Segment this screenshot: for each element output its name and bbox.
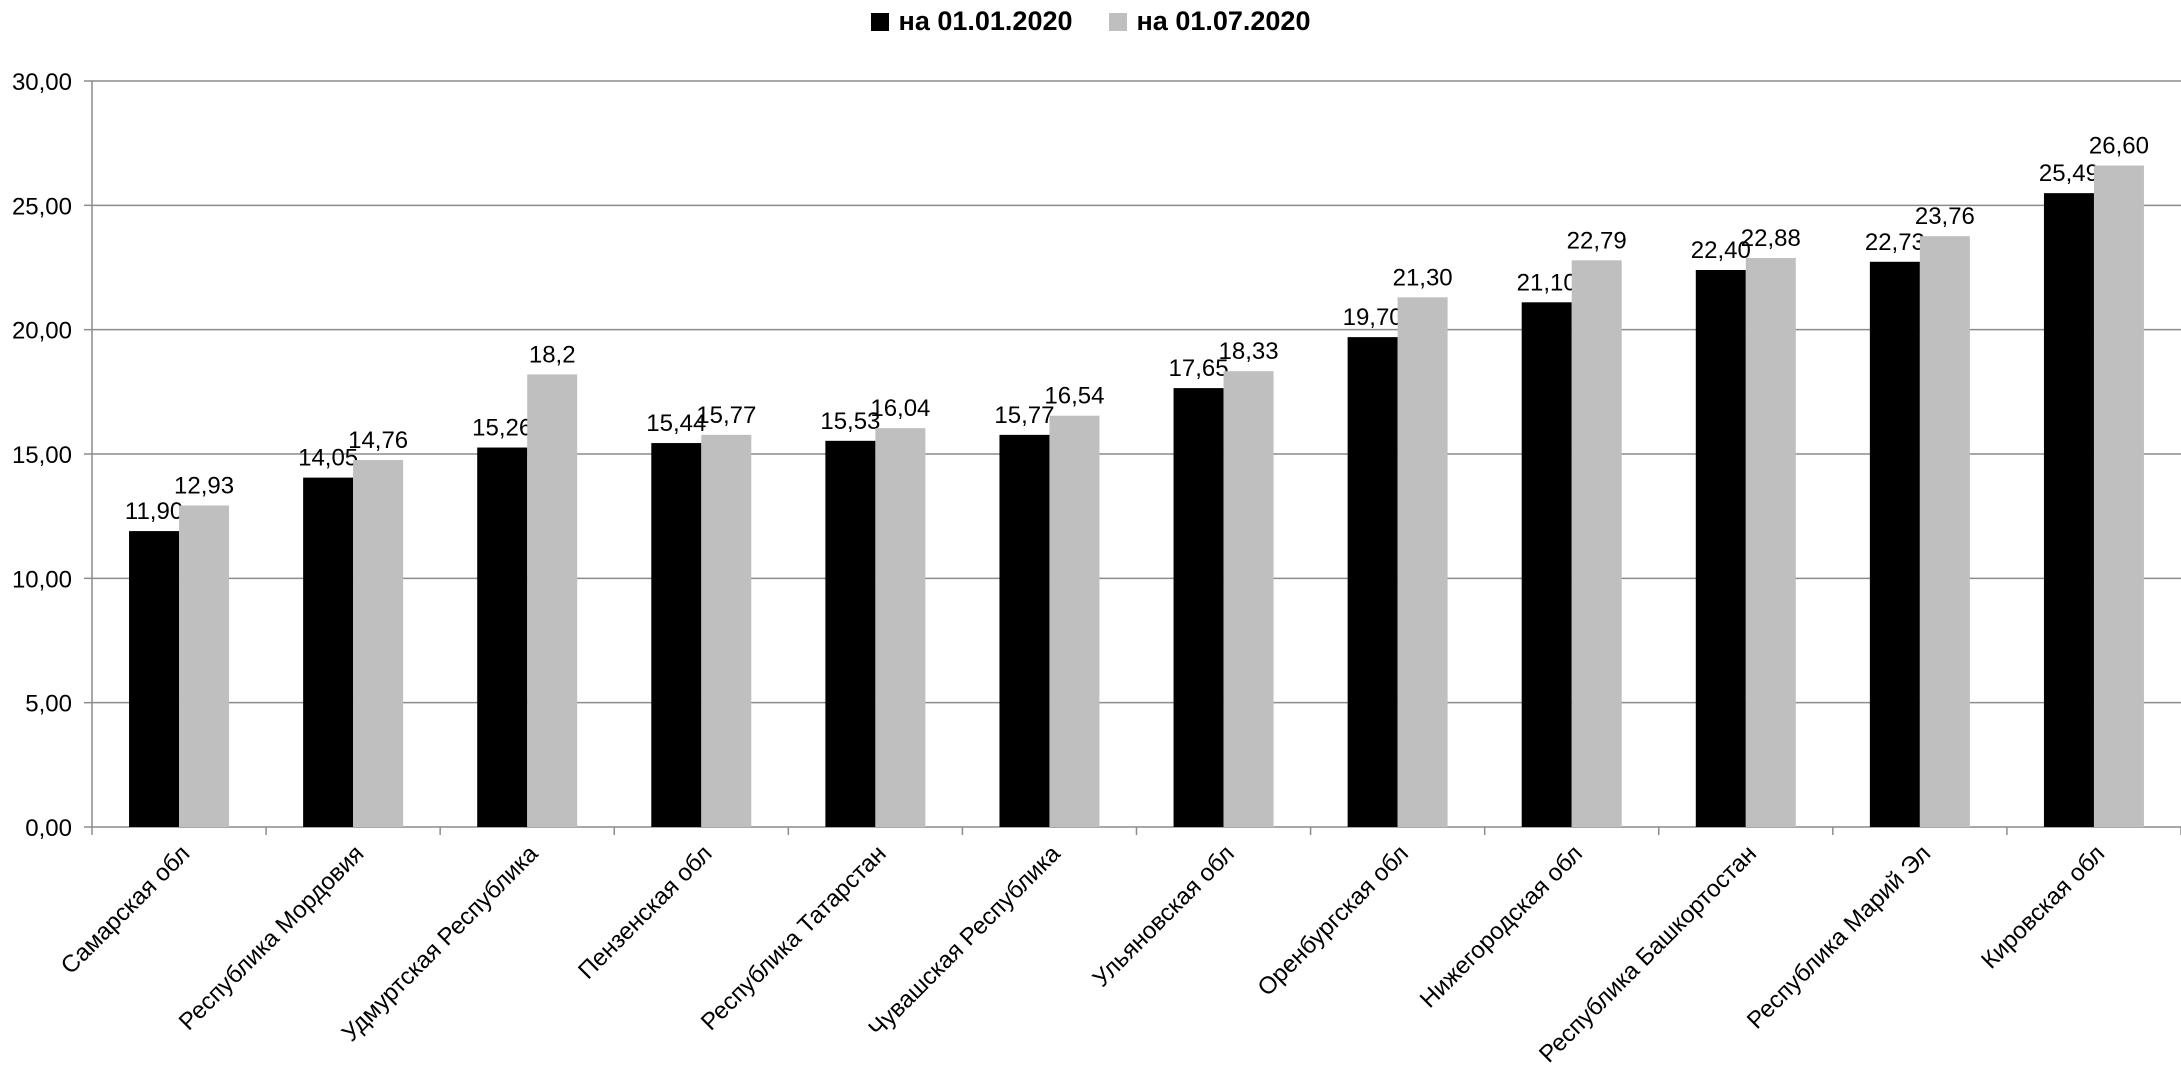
data-label: 16,04 — [870, 395, 930, 422]
x-category-label: Удмуртская Республика — [337, 840, 544, 1047]
y-tick-label: 5,00 — [25, 691, 72, 718]
bar — [1223, 371, 1274, 827]
legend-item-series-2: на 01.07.2020 — [1108, 6, 1311, 37]
y-tick-label: 10,00 — [12, 566, 72, 593]
legend-item-series-1: на 01.01.2020 — [870, 6, 1073, 37]
data-label: 18,2 — [529, 341, 576, 368]
x-category-label: Республика Марий Эл — [1742, 840, 1936, 1034]
bar — [999, 434, 1050, 827]
data-label: 22,88 — [1741, 225, 1801, 252]
data-label: 22,73 — [1865, 229, 1925, 256]
legend-label-series-2: на 01.07.2020 — [1136, 6, 1311, 36]
x-category-label: Республика Мордовия — [174, 840, 370, 1036]
data-label: 14,76 — [348, 427, 408, 454]
data-label: 15,26 — [472, 415, 532, 442]
bar — [129, 531, 180, 827]
data-label: 21,30 — [1393, 264, 1453, 291]
data-label: 12,93 — [174, 472, 234, 499]
x-category-label: Чувашская Республика — [863, 840, 1066, 1043]
data-label: 21,10 — [1517, 269, 1577, 296]
data-label: 18,33 — [1219, 338, 1279, 365]
y-tick-label: 30,00 — [12, 69, 72, 96]
data-label: 17,65 — [1169, 355, 1229, 382]
bar — [1173, 388, 1224, 827]
data-label: 22,79 — [1567, 227, 1627, 254]
bar — [1869, 261, 1920, 828]
y-tick-label: 0,00 — [25, 815, 72, 842]
bar — [1571, 260, 1622, 827]
x-category-label: Оренбургская обл — [1253, 840, 1414, 1001]
legend-label-series-1: на 01.01.2020 — [898, 6, 1073, 36]
bar — [1397, 297, 1448, 828]
bar — [2043, 193, 2094, 827]
data-label: 25,49 — [2039, 160, 2099, 187]
data-label: 15,77 — [696, 402, 756, 429]
data-label: 23,76 — [1915, 203, 1975, 230]
bar — [651, 443, 702, 827]
legend: на 01.01.2020 на 01.07.2020 — [0, 6, 2181, 37]
x-category-label: Пензенская обл — [573, 840, 717, 984]
bar — [875, 428, 926, 827]
bar — [2093, 165, 2144, 828]
data-label: 15,44 — [646, 410, 706, 437]
x-category-label: Нижегородская обл — [1415, 840, 1588, 1013]
data-label: 11,90 — [125, 498, 183, 525]
data-label: 26,60 — [2089, 133, 2149, 160]
legend-swatch-series-1 — [870, 12, 889, 31]
x-category-label: Ульяновская обл — [1088, 840, 1240, 992]
y-tick-label: 25,00 — [12, 193, 72, 220]
legend-swatch-series-2 — [1108, 12, 1127, 31]
bar — [353, 459, 404, 827]
bar — [701, 434, 752, 827]
bar — [1919, 236, 1970, 828]
x-category-label: Самарская обл — [56, 840, 195, 979]
bar — [1521, 302, 1572, 827]
bar — [1347, 337, 1398, 827]
x-category-label: Кировская обл — [1976, 840, 2110, 974]
data-label: 14,05 — [298, 445, 358, 472]
bar — [179, 505, 230, 827]
x-category-label: Республика Татарстан — [696, 840, 892, 1036]
data-label: 15,77 — [994, 402, 1054, 429]
bar — [1695, 269, 1746, 827]
data-label: 19,70 — [1343, 304, 1403, 331]
bar — [1049, 415, 1100, 827]
bar — [1745, 258, 1796, 827]
bar — [825, 440, 876, 827]
y-tick-label: 15,00 — [12, 442, 72, 469]
data-label: 15,53 — [820, 408, 880, 435]
bar — [477, 447, 528, 827]
bar — [303, 477, 354, 827]
data-label: 16,54 — [1044, 383, 1104, 410]
data-label: 22,40 — [1691, 237, 1751, 264]
y-tick-label: 20,00 — [12, 318, 72, 345]
bar — [527, 374, 578, 827]
